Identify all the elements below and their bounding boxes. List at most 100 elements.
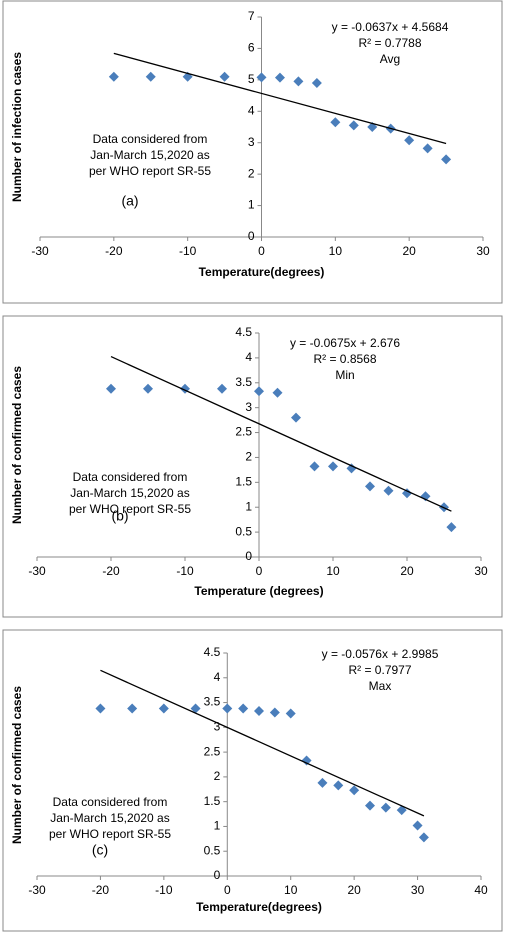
x-tick-label: 0 bbox=[256, 564, 263, 578]
data-point bbox=[330, 117, 341, 128]
note-line: per WHO report SR-55 bbox=[49, 827, 171, 841]
x-tick-label: -10 bbox=[155, 883, 173, 897]
data-point bbox=[402, 488, 412, 499]
data-point bbox=[143, 383, 153, 394]
x-tick-label: 20 bbox=[402, 244, 416, 258]
data-point bbox=[95, 703, 106, 714]
data-point bbox=[422, 143, 433, 154]
y-tick-label: 4 bbox=[214, 670, 221, 684]
y-tick-label: 2.5 bbox=[235, 425, 252, 439]
data-point bbox=[317, 777, 328, 788]
trendline-r2-label: R² = 0.8568 bbox=[313, 352, 376, 366]
trendline bbox=[110, 356, 452, 512]
x-tick-label: -30 bbox=[28, 564, 46, 578]
x-tick-label: -10 bbox=[176, 564, 194, 578]
y-tick-label: 0 bbox=[248, 229, 255, 243]
note-line: Data considered from bbox=[73, 470, 188, 484]
x-tick-label: 30 bbox=[474, 564, 488, 578]
y-tick-label: 1 bbox=[245, 499, 252, 513]
panel-label: (c) bbox=[92, 842, 108, 858]
y-tick-label: 3.5 bbox=[204, 695, 221, 709]
y-tick-label: 4 bbox=[245, 350, 252, 364]
data-point bbox=[190, 703, 201, 714]
y-tick-label: 0.5 bbox=[235, 524, 252, 538]
note-line: per WHO report SR-55 bbox=[89, 164, 211, 178]
note-line: Jan-March 15,2020 as bbox=[70, 486, 189, 500]
data-point bbox=[309, 461, 320, 472]
data-point bbox=[274, 72, 285, 83]
y-tick-label: 2 bbox=[245, 450, 252, 464]
x-tick-label: 30 bbox=[411, 883, 425, 897]
data-point bbox=[269, 707, 280, 718]
trendline-r2-label: R² = 0.7977 bbox=[348, 663, 411, 677]
data-point bbox=[446, 522, 457, 533]
note-line: Jan-March 15,2020 as bbox=[90, 148, 209, 162]
data-point bbox=[256, 72, 267, 83]
data-point bbox=[254, 705, 264, 716]
y-axis-title: Number of confirmed cases bbox=[10, 686, 24, 844]
data-point bbox=[380, 802, 391, 813]
data-point bbox=[346, 463, 357, 474]
y-tick-label: 1 bbox=[214, 819, 221, 833]
data-point bbox=[365, 800, 375, 811]
data-point bbox=[272, 387, 283, 398]
x-tick-label: 40 bbox=[474, 883, 488, 897]
data-point bbox=[301, 755, 312, 766]
trendline-name: Min bbox=[335, 368, 354, 382]
trendline-label: y = -0.0637x + 4.5684 bbox=[332, 20, 449, 34]
x-axis-title: Temperature(degrees) bbox=[199, 265, 325, 279]
data-point bbox=[238, 703, 249, 714]
y-axis-title: Number of infection cases bbox=[10, 52, 24, 202]
chart-frame bbox=[2, 315, 503, 618]
data-point bbox=[158, 703, 169, 714]
note-line: Jan-March 15,2020 as bbox=[50, 811, 169, 825]
trendline-name: Avg bbox=[380, 52, 400, 66]
x-tick-label: -20 bbox=[102, 564, 120, 578]
y-tick-label: 4 bbox=[248, 103, 255, 117]
x-tick-label: 10 bbox=[329, 244, 343, 258]
data-point bbox=[145, 71, 156, 82]
y-tick-label: 3 bbox=[245, 400, 252, 414]
data-point bbox=[418, 832, 429, 843]
x-tick-label: 0 bbox=[258, 244, 265, 258]
data-point bbox=[219, 71, 230, 82]
x-tick-label: -20 bbox=[92, 883, 110, 897]
y-tick-label: 3.5 bbox=[235, 375, 252, 389]
x-tick-label: -10 bbox=[179, 244, 197, 258]
data-point bbox=[293, 76, 304, 87]
x-tick-label: -30 bbox=[28, 883, 46, 897]
data-point bbox=[383, 485, 394, 496]
y-tick-label: 0.5 bbox=[204, 843, 221, 857]
x-tick-label: 20 bbox=[400, 564, 414, 578]
y-tick-label: 7 bbox=[248, 9, 255, 23]
data-point bbox=[404, 135, 415, 146]
chart-frame bbox=[2, 629, 503, 932]
data-point bbox=[441, 154, 452, 165]
panel-label: (b) bbox=[111, 508, 128, 524]
x-tick-label: 10 bbox=[326, 564, 340, 578]
y-tick-label: 1.5 bbox=[204, 794, 221, 808]
trendline-label: y = -0.0576x + 2.9985 bbox=[322, 647, 439, 661]
y-tick-label: 0 bbox=[214, 868, 221, 882]
trendline-label: y = -0.0675x + 2.676 bbox=[290, 336, 400, 350]
y-axis-title: Number of confirmed cases bbox=[10, 366, 24, 524]
y-tick-label: 3 bbox=[248, 135, 255, 149]
y-tick-label: 2 bbox=[214, 769, 221, 783]
x-tick-label: 30 bbox=[476, 244, 490, 258]
y-tick-label: 2 bbox=[248, 166, 255, 180]
data-point bbox=[349, 785, 360, 796]
data-point bbox=[254, 386, 264, 397]
data-point bbox=[412, 820, 423, 831]
data-point bbox=[217, 383, 227, 394]
data-point bbox=[291, 412, 301, 423]
y-tick-label: 0 bbox=[245, 549, 252, 563]
x-tick-label: 10 bbox=[284, 883, 298, 897]
chart-frame bbox=[2, 0, 503, 304]
x-tick-label: -30 bbox=[31, 244, 49, 258]
y-tick-label: 1 bbox=[248, 198, 255, 212]
data-point bbox=[108, 71, 119, 82]
data-point bbox=[328, 461, 338, 472]
trendline bbox=[100, 669, 425, 817]
x-tick-label: -20 bbox=[105, 244, 123, 258]
